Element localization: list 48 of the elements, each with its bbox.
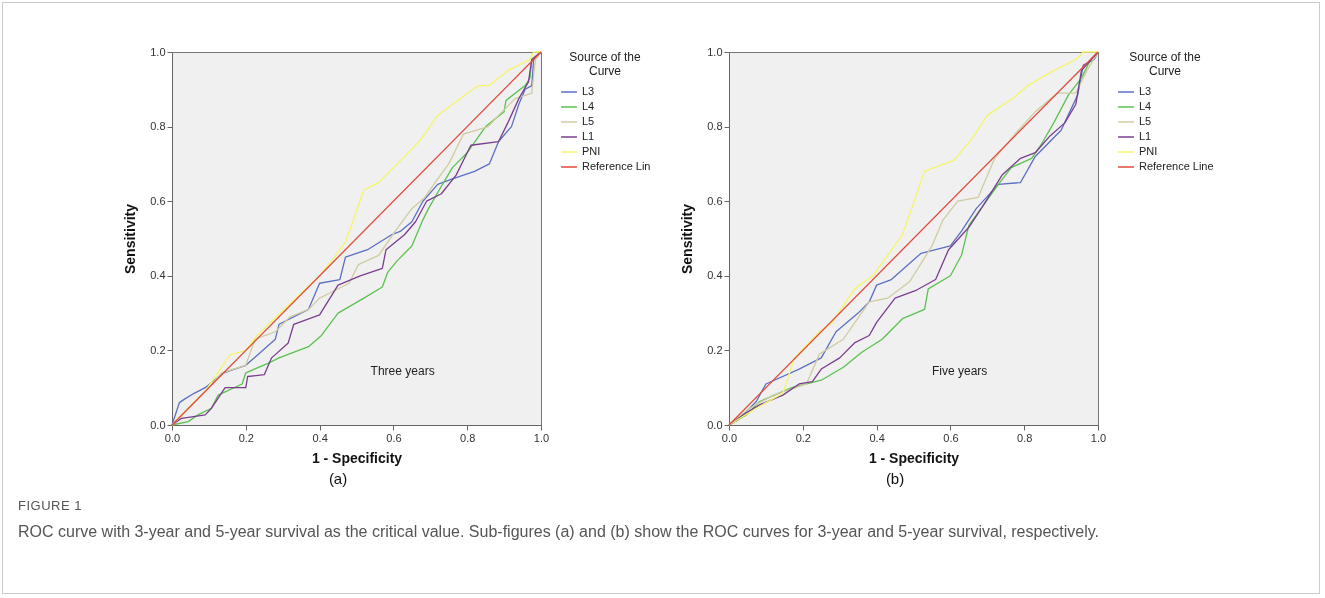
legend-label: L5	[582, 115, 595, 127]
y-tick-label: 1.0	[150, 45, 166, 58]
y-tick-label: 0.8	[150, 120, 166, 133]
y-tick-label: 0.4	[150, 269, 166, 282]
y-tick-label: 0.6	[707, 194, 723, 207]
x-tick-label: 0.4	[312, 431, 328, 444]
legend-label: Reference Lin	[582, 160, 651, 172]
text: (a)	[328, 470, 348, 487]
x-tick-label: 1.0	[1090, 431, 1107, 444]
x-tick-label: 0.6	[943, 431, 959, 444]
y-tick-label: 1.0	[707, 45, 723, 58]
x-tick-label: 0.8	[1017, 431, 1033, 444]
y-tick-label: 0.8	[707, 120, 723, 133]
legend-label: L1	[582, 130, 595, 142]
x-tick-label: 0.2	[238, 431, 254, 444]
y-tick-label: 0.6	[150, 194, 166, 207]
y-tick-label: 0.0	[707, 418, 723, 431]
x-tick-label: 0.0	[164, 431, 181, 444]
x-tick-label: 0.6	[386, 431, 402, 444]
x-tick-label: 0.2	[795, 431, 811, 444]
legend-label: L3	[582, 85, 595, 97]
x-tick-label: 1.0	[533, 431, 550, 444]
x-axis-title: 1 - Specificity	[311, 449, 403, 466]
annotation: Three years	[370, 363, 435, 378]
y-tick-label: 0.2	[707, 343, 723, 356]
legend-label: PNI	[582, 145, 601, 157]
y-tick-label: 0.2	[150, 343, 166, 356]
x-axis-title: 1 - Specificity	[868, 449, 960, 466]
y-axis-title: Sensitivity	[122, 203, 139, 275]
x-tick-label: 0.4	[869, 431, 885, 444]
legend-title: Source of the Curve	[569, 50, 642, 78]
legend-title: Source of the Curve	[1129, 50, 1202, 78]
y-axis-title: Sensitivity	[679, 203, 696, 275]
x-tick-label: 0.8	[460, 431, 476, 444]
y-tick-label: 0.4	[707, 269, 723, 282]
legend-label: L3	[1139, 85, 1152, 97]
legend-label: PNI	[1139, 145, 1158, 157]
legend-label: Reference Line	[1139, 160, 1214, 172]
caption: FIGURE 1	[18, 498, 83, 513]
legend-label: L4	[1139, 100, 1152, 112]
x-tick-label: 0.0	[721, 431, 738, 444]
legend-label: L4	[582, 100, 595, 112]
text: ROC curve with 3-year and 5-year survival as the critical value. Sub-figures (a) and (b) show the ROC curves for 3-year and 5-year survival, respectively.	[18, 522, 1100, 542]
text: (b)	[885, 470, 905, 487]
y-tick-label: 0.0	[150, 418, 166, 431]
annotation: Five years	[931, 363, 988, 378]
legend-label: L1	[1139, 130, 1152, 142]
legend-label: L5	[1139, 115, 1152, 127]
